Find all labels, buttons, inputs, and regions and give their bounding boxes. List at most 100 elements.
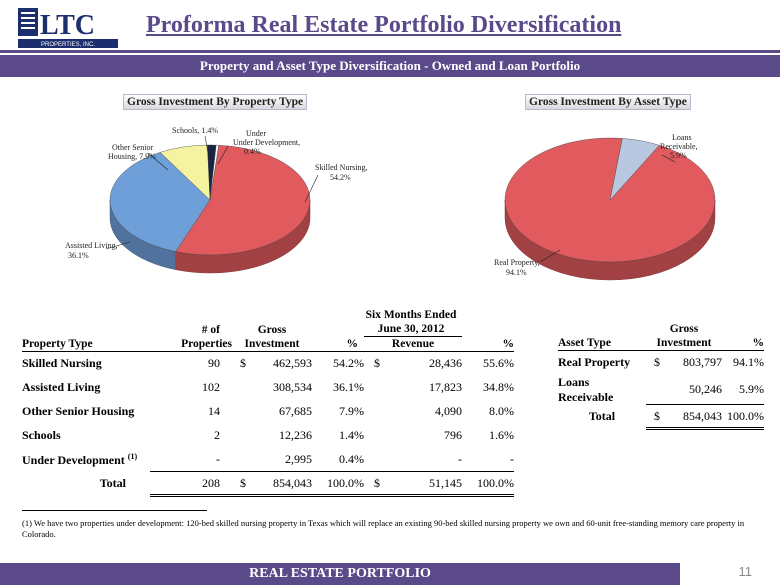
pie-slice-1 xyxy=(109,152,211,252)
title-rule xyxy=(0,50,780,53)
row-num: 2 xyxy=(214,428,220,442)
footnote-rule xyxy=(22,510,207,511)
table-row: Skilled Nursing 90 $462,593 54.2% $28,436 55.… xyxy=(22,352,514,376)
june-header: June 30, 2012 xyxy=(364,322,462,337)
row-type: Other Senior Housing xyxy=(22,400,150,424)
six-months-header: Six Months Ended xyxy=(365,309,457,321)
asset-total-cur: $ xyxy=(646,404,668,430)
row-rpct: 8.0% xyxy=(489,404,514,418)
asset-type-pie-chart: Loans Receivable, 5.9% Real Property, 94… xyxy=(494,133,716,281)
row-rev: 28,436 xyxy=(429,356,462,371)
asset-total-row: Total $ 854,043 100.0% xyxy=(558,404,764,430)
revenue-header: Revenue xyxy=(364,336,462,352)
label-under-dev-pct: 0.4% xyxy=(244,147,261,156)
asset-total-pct: 100.0% xyxy=(722,404,764,430)
row-num: 90 xyxy=(208,356,220,371)
footnote: (1) We have two properties under develop… xyxy=(22,518,745,539)
row-rev: 17,823 xyxy=(429,380,462,394)
num-header-1: # of xyxy=(201,323,220,336)
pie-slice-4 xyxy=(209,144,219,201)
row-gross: 2,995 xyxy=(285,451,312,466)
rev-pct-header: % xyxy=(462,336,514,352)
row-gross: 462,593 xyxy=(273,356,312,371)
label-real-property: Real Property, xyxy=(494,258,540,267)
property-chart-title: Gross Investment By Property Type xyxy=(123,94,308,110)
table-row: Under Development (1) - 2,995 0.4% - - xyxy=(22,448,514,472)
label-real-property-pct: 94.1% xyxy=(506,268,527,277)
row-num: - xyxy=(216,451,220,466)
label-assisted-living-pct: 36.1% xyxy=(68,251,89,260)
table-row: Schools 2 12,236 1.4% 796 1.6% xyxy=(22,424,514,448)
row-type: Assisted Living xyxy=(22,376,150,400)
label-other-senior-housing-1: Other Senior xyxy=(112,143,153,152)
label-under-development: Under Development, xyxy=(233,138,300,147)
row-rev: 4,090 xyxy=(435,404,462,418)
row-rev: 796 xyxy=(444,428,462,442)
label-loans-1: Loans xyxy=(672,133,692,142)
row-type: Under Development (1) xyxy=(22,448,150,472)
row-pct: 0.4% xyxy=(339,451,364,466)
gross-header-2: Investment xyxy=(232,336,312,352)
label-skilled-nursing-pct: 54.2% xyxy=(330,173,351,182)
row-rpct: 34.8% xyxy=(483,380,514,394)
table-row: Assisted Living 102 308,534 36.1% 17,823 34.8… xyxy=(22,376,514,400)
row-gross: 12,236 xyxy=(279,428,312,442)
row-type-text: Schools xyxy=(22,428,61,442)
asset-row-gross: 50,246 xyxy=(689,381,722,396)
asset-row-cur xyxy=(646,375,668,405)
row-pct: 7.9% xyxy=(339,404,364,418)
asset-row-type: Real Property xyxy=(558,355,631,370)
property-type-pie-chart: Skilled Nursing, 54.2% Assisted Living, … xyxy=(65,126,367,274)
row-cur xyxy=(232,376,252,400)
property-type-header: Property Type xyxy=(22,336,150,352)
total-label: Total xyxy=(99,476,126,490)
label-loans-pct: 5.9% xyxy=(670,151,687,160)
asset-pct-header: % xyxy=(722,336,764,351)
ltc-logo: LTC PROPERTIES, INC. xyxy=(18,8,118,48)
property-total-row: Total 208 $ 854,043 100.0% $ 51,145 100.… xyxy=(22,471,514,497)
total-pct: 100.0% xyxy=(312,471,364,497)
asset-total-gross: 854,043 xyxy=(668,404,722,430)
row-cur xyxy=(232,400,252,424)
label-schools: Schools, 1.4% xyxy=(172,126,218,135)
asset-row-gross: 803,797 xyxy=(683,355,722,370)
row-rev: - xyxy=(458,451,462,466)
row-pct: 54.2% xyxy=(333,356,364,371)
row-rpct: 55.6% xyxy=(483,356,514,371)
total-rev: 51,145 xyxy=(394,471,462,497)
asset-row-type: Loans Receivable xyxy=(558,374,614,404)
row-gross: 308,534 xyxy=(273,380,312,394)
row-cur xyxy=(232,448,252,472)
total-rpct: 100.0% xyxy=(462,471,514,497)
row-rpct: 1.6% xyxy=(489,428,514,442)
pie-slice-0 xyxy=(175,145,311,256)
asset-gross-header-1: Gross xyxy=(669,323,699,335)
label-skilled-nursing: Skilled Nursing, xyxy=(315,163,367,172)
pie-slice-1 xyxy=(609,138,660,201)
label-loans-receivable: Receivable, xyxy=(660,142,698,151)
footnote-marker: (1) xyxy=(127,451,138,461)
asset-type-header: Asset Type xyxy=(558,336,646,351)
row-cur: $ xyxy=(240,356,246,371)
total-num: 208 xyxy=(150,471,232,497)
page-title: Proforma Real Estate Portfolio Diversifi… xyxy=(146,12,622,38)
row-rcur xyxy=(364,376,394,400)
row-cur xyxy=(232,424,252,448)
table-row: Loans Receivable 50,246 5.9% xyxy=(558,375,764,405)
total-rcur: $ xyxy=(364,471,394,497)
row-type-text: Assisted Living xyxy=(22,380,101,394)
asset-row-pct: 94.1% xyxy=(733,355,764,370)
asset-type-table: Gross Asset Type Investment % Real Prope… xyxy=(558,322,764,430)
gross-header-1: Gross xyxy=(257,323,287,336)
asset-total-label: Total xyxy=(588,409,616,423)
row-pct: 36.1% xyxy=(333,380,364,394)
logo-text: LTC xyxy=(40,10,95,41)
total-gross: 854,043 xyxy=(252,471,312,497)
row-num: 102 xyxy=(202,380,220,394)
pct-header: % xyxy=(312,336,364,352)
logo-subtext: PROPERTIES, INC. xyxy=(41,42,95,48)
footer-banner: REAL ESTATE PORTFOLIO xyxy=(0,563,680,585)
num-header-2: Properties xyxy=(150,336,232,352)
asset-row-cur: $ xyxy=(654,355,660,370)
table-row: Other Senior Housing 14 67,685 7.9% 4,090 8.0… xyxy=(22,400,514,424)
